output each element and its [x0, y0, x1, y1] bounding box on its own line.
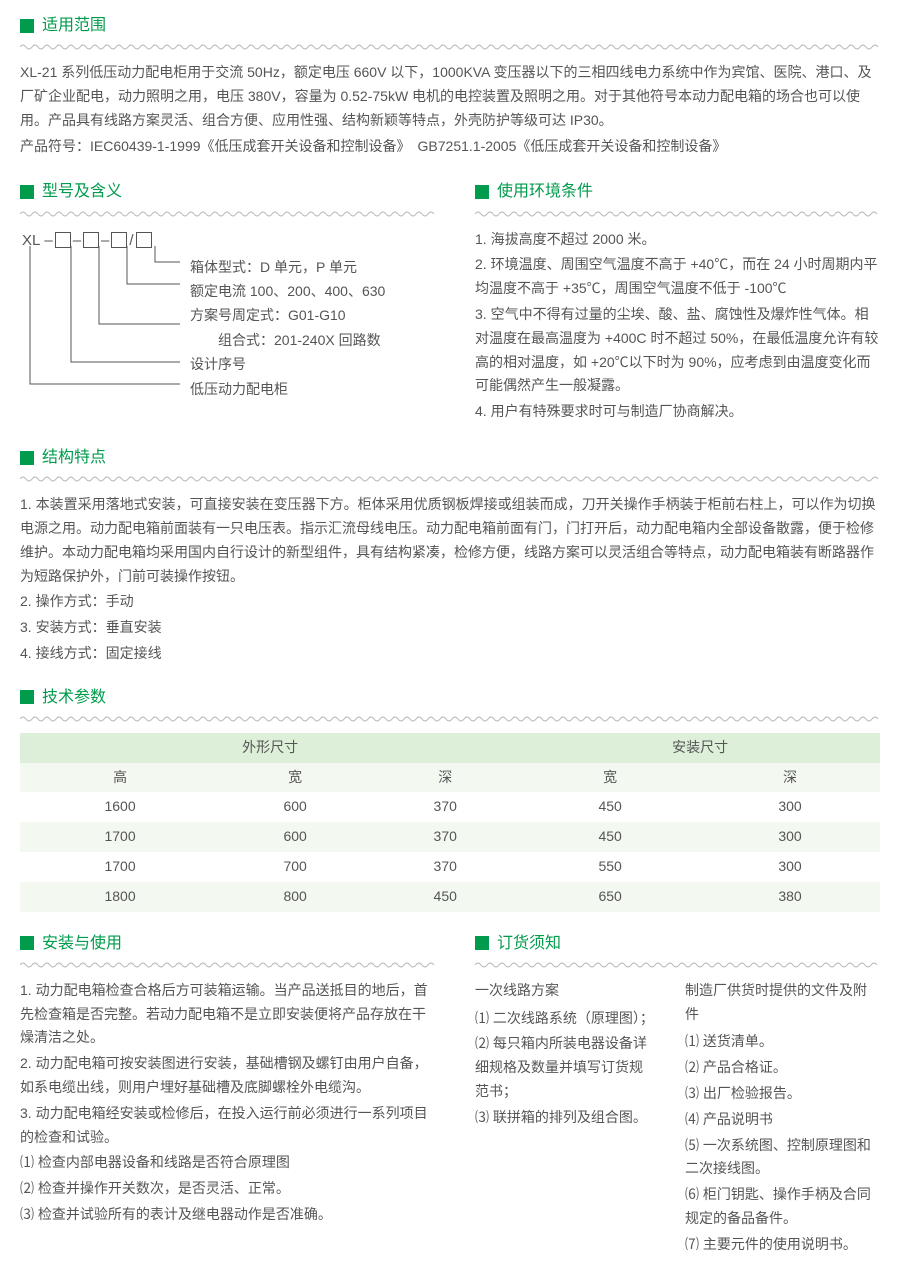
scope-para-2: 产品符号：IEC60439-1-1999《低压成套开关设备和控制设备》 GB72…: [20, 135, 880, 159]
model-line-5: 设计序号: [190, 353, 385, 375]
install-item: ⑶ 检查并试验所有的表计及继电器动作是否准确。: [20, 1203, 435, 1227]
square-icon: [20, 936, 34, 950]
env-item: 4. 用户有特殊要求时可与制造厂协商解决。: [475, 400, 880, 424]
wavy-divider: [20, 715, 880, 723]
env-list: 1. 海拔高度不超过 2000 米。 2. 环境温度、周围空气温度不高于 +40…: [475, 228, 880, 424]
title-text: 型号及含义: [42, 178, 122, 205]
wavy-divider: [20, 961, 435, 969]
table-header: 外形尺寸: [20, 733, 520, 763]
section-title-params: 技术参数: [20, 684, 880, 711]
struct-item: 1. 本装置采用落地式安装，可直接安装在变压器下方。柜体采用优质钢板焊接或组装而…: [20, 493, 880, 588]
scope-para-1: XL-21 系列低压动力配电柜用于交流 50Hz，额定电压 660V 以下，10…: [20, 61, 880, 132]
section-title-env: 使用环境条件: [475, 178, 880, 205]
order-item: ⑶ 联拼箱的排列及组合图。: [475, 1106, 655, 1130]
table-row: 1700600370450300: [20, 822, 880, 852]
section-title-install: 安装与使用: [20, 930, 435, 957]
install-item: ⑴ 检查内部电器设备和线路是否符合原理图: [20, 1151, 435, 1175]
struct-item: 3. 安装方式：垂直安装: [20, 616, 880, 640]
title-text: 订货须知: [497, 930, 561, 957]
wavy-divider: [20, 43, 880, 51]
order-list-a: ⑴ 二次线路系统（原理图）； ⑵ 每只箱内所装电器设备详细规格及数量并填写订货规…: [475, 1007, 655, 1130]
install-item: 3. 动力配电箱经安装或检修后，在投入运行前必须进行一系列项目的检查和试验。: [20, 1102, 435, 1150]
order-subtitle-b: 制造厂供货时提供的文件及附件: [685, 979, 880, 1027]
square-icon: [475, 185, 489, 199]
order-item: ⑷ 产品说明书: [685, 1108, 880, 1132]
wavy-divider: [20, 210, 435, 218]
order-subtitle-a: 一次线路方案: [475, 979, 655, 1003]
table-row: 1600600370450300: [20, 792, 880, 822]
struct-item: 4. 接线方式：固定接线: [20, 642, 880, 666]
order-item: ⑶ 出厂检验报告。: [685, 1082, 880, 1106]
model-line-6: 低压动力配电柜: [190, 378, 385, 400]
model-line-3: 方案号周定式：G01-G10: [190, 304, 385, 326]
install-list: 1. 动力配电箱检查合格后方可装箱运输。当产品送抵目的地后，首先检查箱是否完整。…: [20, 979, 435, 1227]
title-text: 结构特点: [42, 444, 106, 471]
table-subheader: 深: [700, 763, 880, 793]
order-item: ⑵ 每只箱内所装电器设备详细规格及数量并填写订货规范书；: [475, 1032, 655, 1103]
model-line-4: 组合式：201-240X 回路数: [190, 329, 385, 351]
wavy-divider: [475, 961, 880, 969]
env-item: 3. 空气中不得有过量的尘埃、酸、盐、腐蚀性及爆炸性气体。相对温度在最高温度为 …: [475, 303, 880, 398]
square-icon: [20, 451, 34, 465]
section-title-order: 订货须知: [475, 930, 880, 957]
order-item: ⑹ 柜门钥匙、操作手柄及合同规定的备品备件。: [685, 1183, 880, 1231]
struct-list: 1. 本装置采用落地式安装，可直接安装在变压器下方。柜体采用优质钢板焊接或组装而…: [20, 493, 880, 666]
install-item: ⑵ 检查并操作开关数次，是否灵活、正常。: [20, 1177, 435, 1201]
model-line-2: 额定电流 100、200、400、630: [190, 280, 385, 302]
title-text: 使用环境条件: [497, 178, 593, 205]
env-item: 1. 海拔高度不超过 2000 米。: [475, 228, 880, 252]
section-title-struct: 结构特点: [20, 444, 880, 471]
order-item: ⑺ 主要元件的使用说明书。: [685, 1233, 880, 1257]
title-text: 技术参数: [42, 684, 106, 711]
order-item: ⑵ 产品合格证。: [685, 1056, 880, 1080]
square-icon: [20, 690, 34, 704]
table-subheader: 高: [20, 763, 220, 793]
square-icon: [475, 936, 489, 950]
model-diagram: XL – – – / 箱体型式：D 单元，P 单元 额定电流 100、200、4…: [20, 228, 435, 408]
struct-item: 2. 操作方式：手动: [20, 590, 880, 614]
title-text: 适用范围: [42, 12, 106, 39]
install-item: 2. 动力配电箱可按安装图进行安装，基础槽钢及螺钉由用户自备，如系电缆出线，则用…: [20, 1052, 435, 1100]
wavy-divider: [475, 210, 880, 218]
params-table: 外形尺寸 安装尺寸 高 宽 深 宽 深 1600600370450300 170…: [20, 733, 880, 912]
table-subheader: 宽: [220, 763, 370, 793]
table-header: 安装尺寸: [520, 733, 880, 763]
order-item: ⑴ 送货清单。: [685, 1030, 880, 1054]
section-title-model: 型号及含义: [20, 178, 435, 205]
install-item: 1. 动力配电箱检查合格后方可装箱运输。当产品送抵目的地后，首先检查箱是否完整。…: [20, 979, 435, 1050]
order-item: ⑸ 一次系统图、控制原理图和二次接线图。: [685, 1134, 880, 1182]
wavy-divider: [20, 475, 880, 483]
square-icon: [20, 19, 34, 33]
env-item: 2. 环境温度、周围空气温度不高于 +40℃，而在 24 小时周期内平均温度不高…: [475, 253, 880, 301]
square-icon: [20, 185, 34, 199]
table-subheader: 深: [370, 763, 520, 793]
order-list-b: ⑴ 送货清单。 ⑵ 产品合格证。 ⑶ 出厂检验报告。 ⑷ 产品说明书 ⑸ 一次系…: [685, 1030, 880, 1256]
table-row: 1800800450650380: [20, 882, 880, 912]
table-subheader: 宽: [520, 763, 700, 793]
table-row: 1700700370550300: [20, 852, 880, 882]
model-line-1: 箱体型式：D 单元，P 单元: [190, 256, 385, 278]
order-item: ⑴ 二次线路系统（原理图）；: [475, 1007, 655, 1031]
title-text: 安装与使用: [42, 930, 122, 957]
section-title-scope: 适用范围: [20, 12, 880, 39]
